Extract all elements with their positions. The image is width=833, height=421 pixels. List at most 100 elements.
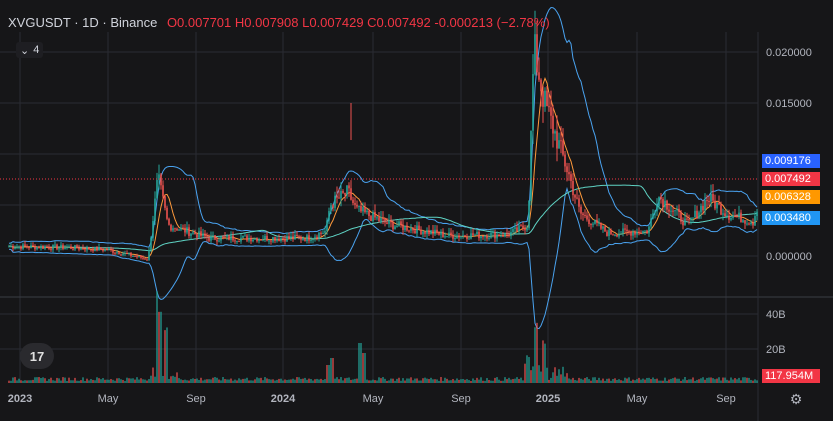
volume-bar: [206, 379, 208, 383]
candle-body: [56, 244, 58, 250]
volume-bar: [734, 378, 736, 383]
price-axis-tick: 0.020000: [766, 47, 812, 59]
candle-body: [686, 218, 688, 220]
candle-body: [184, 227, 186, 233]
candle-body: [68, 246, 70, 248]
volume-bar: [128, 378, 130, 383]
candle-body: [382, 218, 384, 220]
volume-bar: [682, 379, 684, 383]
volume-bar: [686, 380, 688, 383]
volume-bar: [552, 372, 554, 383]
candle-body: [694, 210, 696, 218]
candle-body: [676, 208, 678, 211]
volume-bar: [542, 340, 544, 383]
volume-bar: [126, 377, 128, 383]
volume-bar: [276, 379, 278, 383]
candle-body: [720, 204, 722, 215]
candle-body: [158, 174, 160, 180]
volume-bar: [160, 311, 162, 383]
candle-body: [524, 228, 526, 231]
candle-body: [150, 237, 152, 250]
candle-body: [500, 235, 502, 237]
volume-bar: [368, 380, 370, 383]
candle-body: [186, 227, 188, 233]
candle-body: [124, 253, 126, 255]
volume-bar: [690, 379, 692, 383]
volume-bar: [638, 377, 640, 383]
candle-body: [476, 231, 478, 235]
candle-body: [172, 228, 174, 231]
volume-bar: [24, 380, 26, 383]
volume-bar: [134, 379, 136, 383]
candle-body: [358, 205, 360, 207]
candle-body: [560, 140, 562, 142]
candle-body: [732, 215, 734, 218]
candle-body: [138, 255, 140, 257]
volume-bar: [110, 379, 112, 383]
candle-body: [530, 130, 532, 201]
candle-body: [290, 236, 292, 239]
volume-bar: [226, 379, 228, 383]
volume-bar: [522, 380, 524, 383]
volume-bar: [756, 380, 758, 383]
volume-bar: [564, 376, 566, 383]
candle-body: [710, 194, 712, 202]
volume-bar: [36, 377, 38, 383]
volume-bar: [678, 378, 680, 383]
volume-bar: [254, 379, 256, 383]
price-tag-last: 0.007492: [762, 172, 820, 186]
volume-bar: [428, 379, 430, 383]
indicators-toggle-button[interactable]: ⌄ 4: [16, 42, 44, 58]
candle-body: [84, 249, 86, 251]
volume-bar: [290, 379, 292, 383]
candle-body: [722, 213, 724, 215]
volume-bar: [348, 377, 350, 383]
volume-bar: [590, 380, 592, 383]
volume-bar: [572, 377, 574, 383]
candle-body: [244, 235, 246, 237]
candle-body: [66, 247, 68, 249]
settings-icon[interactable]: ⚙: [789, 391, 803, 407]
candle-body: [466, 236, 468, 239]
candle-body: [234, 240, 236, 242]
candle-body: [456, 235, 458, 239]
volume-bar: [280, 378, 282, 383]
symbol-label: XVGUSDT · 1D · Binance: [8, 15, 158, 30]
candle-body: [372, 211, 374, 222]
volume-bar: [18, 378, 20, 383]
candle-body: [536, 34, 538, 73]
volume-bar: [220, 380, 222, 383]
candle-body: [446, 236, 448, 238]
candle-body: [472, 233, 474, 236]
volume-bar: [544, 343, 546, 383]
volume-bar: [332, 358, 334, 383]
volume-axis-tick: 40B: [766, 309, 786, 321]
volume-bar: [56, 377, 58, 383]
candle-body: [12, 245, 14, 249]
volume-bar: [208, 379, 210, 383]
candle-body: [386, 222, 388, 224]
volume-bar: [296, 377, 298, 383]
candle-body: [90, 249, 92, 251]
volume-bar: [246, 377, 248, 383]
volume-bar: [644, 379, 646, 383]
candle-body: [442, 231, 444, 238]
candle-body: [308, 235, 310, 241]
candle-body: [390, 220, 392, 223]
volume-bar: [212, 377, 214, 383]
volume-bar: [724, 377, 726, 383]
volume-bar: [84, 380, 86, 383]
volume-bar: [186, 380, 188, 383]
candle-body: [108, 248, 110, 251]
candle-body: [680, 211, 682, 222]
volume-bar: [198, 380, 200, 383]
candle-body: [226, 235, 228, 237]
volume-bar: [122, 379, 124, 383]
candle-body: [154, 198, 156, 221]
volume-bar: [152, 367, 154, 383]
candle-body: [168, 218, 170, 225]
time-axis-tick: 2023: [8, 393, 32, 405]
candle-body: [148, 249, 150, 260]
